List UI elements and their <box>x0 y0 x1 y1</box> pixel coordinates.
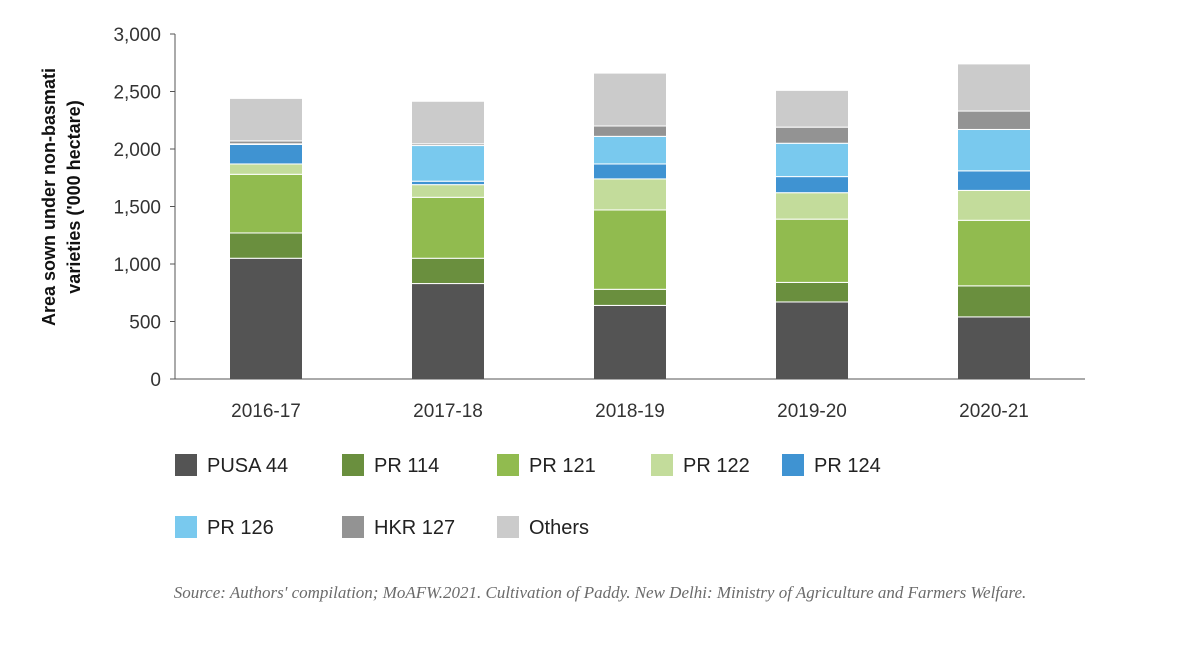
legend-swatch <box>782 454 804 476</box>
bar-segment <box>229 232 303 259</box>
bar-segment <box>411 180 485 186</box>
legend-label: PR 121 <box>529 455 596 477</box>
bar-segment <box>411 283 485 380</box>
bar-segment <box>593 163 667 180</box>
y-tick-label: 2,000 <box>113 140 161 161</box>
bar-segment <box>229 163 303 175</box>
bar-segment <box>775 301 849 380</box>
bar-segment <box>593 135 667 165</box>
bar-segment <box>957 170 1031 191</box>
legend-label: PUSA 44 <box>207 455 288 477</box>
bars <box>229 63 1031 380</box>
bar-segment <box>957 128 1031 172</box>
legend-label: PR 124 <box>814 455 881 477</box>
legend-swatch <box>497 454 519 476</box>
y-tick-label: 1,000 <box>113 255 161 276</box>
bar-segment <box>957 110 1031 130</box>
bar-segment <box>957 285 1031 318</box>
x-axis: 2016-17 2017-18 2018-19 2019-20 2020-21 <box>175 378 1085 422</box>
bar-segment <box>957 316 1031 380</box>
bar-segment <box>593 288 667 306</box>
legend-swatch <box>175 454 197 476</box>
legend-swatch <box>175 516 197 538</box>
bar-segment <box>775 281 849 303</box>
y-axis-title-line-1: Area sown under non-basmati <box>39 68 59 326</box>
legend-item: PR 121 <box>497 454 596 477</box>
bar-segment <box>775 142 849 178</box>
bar-segment <box>593 125 667 137</box>
bar-segment <box>411 257 485 285</box>
bar-segment <box>593 72 667 127</box>
source-note: Source: Authors' compilation; MoAFW.2021… <box>173 583 1027 602</box>
bar-segment <box>957 189 1031 221</box>
legend-item: PR 122 <box>651 454 750 477</box>
bar-segment <box>593 178 667 211</box>
y-tick-label: 0 <box>150 370 161 391</box>
legend: PUSA 44 PR 114 PR 121 PR 122 PR 124 PR 126 HKR… <box>175 454 881 539</box>
legend-item: HKR 127 <box>342 516 455 539</box>
bar-segment <box>229 173 303 234</box>
bar-stack-2019-20 <box>775 89 849 380</box>
x-tick-label: 2019-20 <box>777 401 847 422</box>
x-tick-label: 2018-19 <box>595 401 665 422</box>
bar-stack-2020-21 <box>957 63 1031 380</box>
bar-segment <box>411 145 485 182</box>
y-axis-title: Area sown under non-basmati varieties ('… <box>39 68 84 326</box>
bar-segment <box>411 100 485 145</box>
legend-label: PR 126 <box>207 517 274 539</box>
y-tick-label: 3,000 <box>113 25 161 46</box>
y-tick-label: 500 <box>129 313 161 334</box>
bar-stack-2016-17 <box>229 97 303 380</box>
legend-label: HKR 127 <box>374 517 455 539</box>
bar-segment <box>229 143 303 165</box>
legend-label: PR 114 <box>374 455 439 477</box>
bar-segment <box>775 89 849 128</box>
legend-swatch <box>651 454 673 476</box>
legend-label: PR 122 <box>683 455 750 477</box>
bar-segment <box>229 97 303 142</box>
bar-stack-2017-18 <box>411 100 485 380</box>
y-axis-title-line-2: varieties ('000 hectare) <box>64 100 84 293</box>
bar-segment <box>775 218 849 283</box>
y-tick-label: 1,500 <box>113 198 161 219</box>
bar-segment <box>411 184 485 198</box>
legend-item: Others <box>497 516 589 539</box>
x-tick-label: 2020-21 <box>959 401 1029 422</box>
legend-swatch <box>342 516 364 538</box>
y-axis: 0 500 1,000 1,500 2,000 2,500 3,000 <box>113 25 176 391</box>
y-tick-label: 2,500 <box>113 83 161 104</box>
legend-item: PR 114 <box>342 454 439 477</box>
x-tick-label: 2017-18 <box>413 401 483 422</box>
legend-swatch <box>497 516 519 538</box>
bar-segment <box>229 257 303 380</box>
legend-item: PUSA 44 <box>175 454 288 477</box>
bar-segment <box>593 209 667 290</box>
bar-segment <box>411 196 485 259</box>
x-tick-label: 2016-17 <box>231 401 301 422</box>
bar-segment <box>957 63 1031 112</box>
bar-segment <box>775 192 849 220</box>
bar-segment <box>775 176 849 194</box>
bar-segment <box>957 219 1031 287</box>
legend-item: PR 124 <box>782 454 881 477</box>
legend-item: PR 126 <box>175 516 274 539</box>
bar-segment <box>775 126 849 144</box>
bar-stack-2018-19 <box>593 72 667 380</box>
legend-label: Others <box>529 517 589 539</box>
legend-swatch <box>342 454 364 476</box>
bar-segment <box>593 304 667 380</box>
